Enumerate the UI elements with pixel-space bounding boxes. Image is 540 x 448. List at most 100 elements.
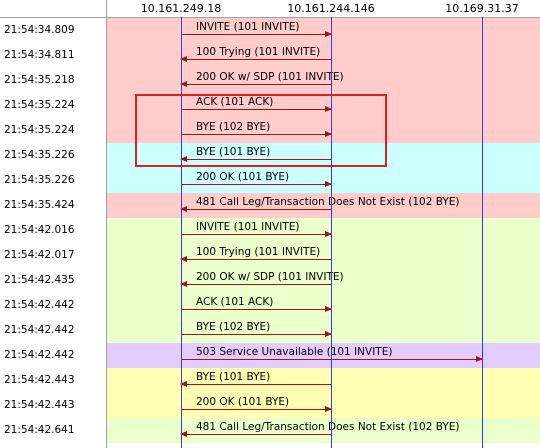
message-row[interactable]: 21:54:35.224 BYE (102 BYE) bbox=[0, 118, 540, 143]
message-label: BYE (102 BYE) bbox=[196, 121, 271, 133]
message-label: 200 OK w/ SDP (101 INVITE) bbox=[196, 71, 344, 83]
arrow-right-icon bbox=[325, 131, 332, 137]
timestamp: 21:54:35.224 bbox=[4, 99, 75, 111]
row-background bbox=[107, 243, 540, 268]
message-arrow bbox=[180, 281, 331, 287]
timestamp: 21:54:42.442 bbox=[4, 324, 75, 336]
message-arrow bbox=[181, 181, 332, 187]
message-arrow bbox=[180, 56, 331, 62]
row-background bbox=[107, 143, 540, 168]
message-arrow bbox=[181, 106, 332, 112]
row-background bbox=[107, 18, 540, 43]
timestamp: 21:54:35.226 bbox=[4, 174, 75, 186]
timestamp: 21:54:35.226 bbox=[4, 149, 75, 161]
arrow-left-icon bbox=[180, 56, 187, 62]
row-background bbox=[107, 393, 540, 418]
message-arrow bbox=[180, 431, 331, 437]
message-label: 100 Trying (101 INVITE) bbox=[196, 246, 321, 258]
host-lifeline bbox=[482, 17, 483, 448]
arrow-left-icon bbox=[180, 431, 187, 437]
timestamp: 21:54:35.224 bbox=[4, 124, 75, 136]
timestamp: 21:54:35.218 bbox=[4, 74, 75, 86]
message-arrow bbox=[181, 331, 332, 337]
row-background bbox=[107, 268, 540, 293]
message-label: ACK (101 ACK) bbox=[196, 296, 274, 308]
arrow-left-icon bbox=[180, 156, 187, 162]
message-arrow bbox=[181, 306, 332, 312]
timestamp: 21:54:42.016 bbox=[4, 224, 75, 236]
arrow-right-icon bbox=[325, 406, 332, 412]
arrow-right-icon bbox=[325, 31, 332, 37]
message-label: 481 Call Leg/Transaction Does Not Exist … bbox=[196, 421, 460, 433]
message-row[interactable]: 21:54:35.424 481 Call Leg/Transaction Doe… bbox=[0, 193, 540, 218]
message-row[interactable]: 21:54:42.435 200 OK w/ SDP (101 INVITE) bbox=[0, 268, 540, 293]
row-background bbox=[107, 193, 540, 218]
message-label: INVITE (101 INVITE) bbox=[196, 21, 300, 33]
message-row[interactable]: 21:54:42.443 BYE (101 BYE) bbox=[0, 368, 540, 393]
message-label: BYE (102 BYE) bbox=[196, 321, 271, 333]
message-row[interactable]: 21:54:42.442 ACK (101 ACK) bbox=[0, 293, 540, 318]
message-row[interactable]: 21:54:42.017 100 Trying (101 INVITE) bbox=[0, 243, 540, 268]
message-label: 503 Service Unavailable (101 INVITE) bbox=[196, 346, 393, 358]
row-background bbox=[107, 168, 540, 193]
timestamp: 21:54:42.443 bbox=[4, 399, 75, 411]
message-arrow bbox=[181, 31, 332, 37]
message-row[interactable]: 21:54:42.442 503 Service Unavailable (101… bbox=[0, 343, 540, 368]
message-arrow bbox=[181, 231, 332, 237]
timestamp: 21:54:42.442 bbox=[4, 299, 75, 311]
message-row[interactable]: 21:54:34.811 100 Trying (101 INVITE) bbox=[0, 43, 540, 68]
host-lifeline bbox=[331, 17, 332, 448]
row-background bbox=[107, 218, 540, 243]
arrow-right-icon bbox=[325, 231, 332, 237]
message-arrow bbox=[180, 381, 331, 387]
message-row[interactable]: 21:54:42.442 BYE (102 BYE) bbox=[0, 318, 540, 343]
message-row[interactable]: 21:54:42.443 200 OK (101 BYE) bbox=[0, 393, 540, 418]
arrow-left-icon bbox=[180, 81, 187, 87]
message-row[interactable]: 21:54:35.226 200 OK (101 BYE) bbox=[0, 168, 540, 193]
timestamp: 21:54:42.017 bbox=[4, 249, 75, 261]
message-row[interactable]: 21:54:35.226 BYE (101 BYE) bbox=[0, 143, 540, 168]
arrow-right-icon bbox=[325, 331, 332, 337]
flow-header: 10.161.249.18 10.161.244.146 10.169.31.3… bbox=[0, 0, 540, 18]
arrow-right-icon bbox=[325, 306, 332, 312]
time-column-divider bbox=[106, 0, 107, 448]
message-label: BYE (101 BYE) bbox=[196, 146, 271, 158]
arrow-left-icon bbox=[180, 281, 187, 287]
message-row[interactable]: 21:54:35.218 200 OK w/ SDP (101 INVITE) bbox=[0, 68, 540, 93]
message-row[interactable]: 21:54:34.809 INVITE (101 INVITE) bbox=[0, 18, 540, 43]
row-background bbox=[107, 93, 540, 118]
arrow-right-icon bbox=[325, 181, 332, 187]
arrow-right-icon bbox=[476, 356, 483, 362]
message-label: 100 Trying (101 INVITE) bbox=[196, 46, 321, 58]
row-background bbox=[107, 293, 540, 318]
host-ip-label: 10.169.31.37 bbox=[445, 2, 519, 15]
message-arrow bbox=[180, 206, 331, 212]
message-label: 200 OK (101 BYE) bbox=[196, 396, 290, 408]
message-row[interactable]: 21:54:42.016 INVITE (101 INVITE) bbox=[0, 218, 540, 243]
row-background bbox=[107, 418, 540, 443]
message-row[interactable]: 21:54:35.224 ACK (101 ACK) bbox=[0, 93, 540, 118]
highlight-box bbox=[135, 94, 387, 167]
host-ip-label: 10.161.244.146 bbox=[287, 2, 375, 15]
message-row[interactable]: 21:54:42.641 481 Call Leg/Transaction Doe… bbox=[0, 418, 540, 443]
message-arrow bbox=[181, 131, 332, 137]
row-background bbox=[107, 368, 540, 393]
row-background bbox=[107, 43, 540, 68]
row-background bbox=[107, 343, 540, 368]
arrow-right-icon bbox=[325, 106, 332, 112]
arrow-left-icon bbox=[180, 381, 187, 387]
arrow-left-icon bbox=[180, 206, 187, 212]
row-background bbox=[107, 118, 540, 143]
message-label: INVITE (101 INVITE) bbox=[196, 221, 300, 233]
message-label: BYE (101 BYE) bbox=[196, 371, 271, 383]
arrow-left-icon bbox=[180, 256, 187, 262]
timestamp: 21:54:42.443 bbox=[4, 374, 75, 386]
timestamp: 21:54:35.424 bbox=[4, 199, 75, 211]
timestamp: 21:54:34.809 bbox=[4, 24, 75, 36]
timestamp: 21:54:42.442 bbox=[4, 349, 75, 361]
host-lifeline bbox=[181, 17, 182, 448]
host-ip-label: 10.161.249.18 bbox=[140, 2, 222, 15]
message-arrow bbox=[180, 81, 331, 87]
message-label: 200 OK w/ SDP (101 INVITE) bbox=[196, 271, 344, 283]
timestamp: 21:54:42.641 bbox=[4, 424, 75, 436]
